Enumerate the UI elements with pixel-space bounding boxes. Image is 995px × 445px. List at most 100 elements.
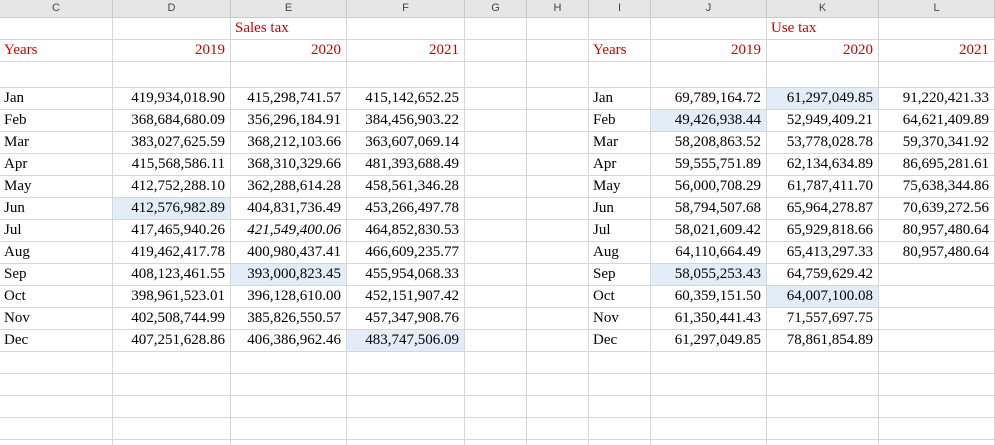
use-month-feb[interactable]: Feb <box>589 110 651 132</box>
sales-month-sep[interactable]: Sep <box>0 264 113 286</box>
use-dec-2020-cell[interactable]: 78,861,854.89 <box>767 330 879 352</box>
use-mar-2019-cell[interactable]: 58,208,863.52 <box>651 132 767 154</box>
empty-cell[interactable] <box>879 440 995 445</box>
sales-jul-2021-cell[interactable]: 464,852,830.53 <box>347 220 465 242</box>
empty-cell[interactable] <box>465 88 527 110</box>
sales-may-2019-cell[interactable]: 412,752,288.10 <box>113 176 231 198</box>
empty-cell[interactable] <box>527 374 589 396</box>
sales-sep-2020-cell[interactable]: 393,000,823.45 <box>231 264 347 286</box>
empty-cell[interactable] <box>465 396 527 418</box>
empty-cell[interactable] <box>465 110 527 132</box>
sales-mar-2021-cell[interactable]: 363,607,069.14 <box>347 132 465 154</box>
empty-cell[interactable] <box>527 396 589 418</box>
empty-cell[interactable] <box>589 352 651 374</box>
empty-cell[interactable] <box>347 62 465 88</box>
use-sep-2020-cell[interactable]: 64,759,629.42 <box>767 264 879 286</box>
use-nov-2020-cell[interactable]: 71,557,697.75 <box>767 308 879 330</box>
empty-cell[interactable] <box>231 374 347 396</box>
use-nov-2021-cell[interactable] <box>879 308 995 330</box>
use-tax-title-cell[interactable]: Use tax <box>767 18 879 40</box>
use-years-label-cell[interactable]: Years <box>589 40 651 62</box>
column-header-e[interactable]: E <box>231 0 347 18</box>
use-may-2019-cell[interactable]: 56,000,708.29 <box>651 176 767 198</box>
empty-cell[interactable] <box>0 352 113 374</box>
column-header-j[interactable]: J <box>651 0 767 18</box>
use-jul-2019-cell[interactable]: 58,021,609.42 <box>651 220 767 242</box>
empty-cell[interactable] <box>527 18 589 40</box>
empty-cell[interactable] <box>527 176 589 198</box>
empty-cell[interactable] <box>589 440 651 445</box>
use-jun-2019-cell[interactable]: 58,794,507.68 <box>651 198 767 220</box>
column-header-c[interactable]: C <box>0 0 113 18</box>
sales-month-mar[interactable]: Mar <box>0 132 113 154</box>
empty-cell[interactable] <box>527 286 589 308</box>
empty-cell[interactable] <box>465 264 527 286</box>
empty-cell[interactable] <box>527 418 589 440</box>
sales-nov-2021-cell[interactable]: 457,347,908.76 <box>347 308 465 330</box>
empty-cell[interactable] <box>231 352 347 374</box>
sales-years-label-cell[interactable]: Years <box>0 40 113 62</box>
sales-month-may[interactable]: May <box>0 176 113 198</box>
use-month-jun[interactable]: Jun <box>589 198 651 220</box>
empty-cell[interactable] <box>527 220 589 242</box>
use-year-header-2021[interactable]: 2021 <box>879 40 995 62</box>
sales-apr-2021-cell[interactable]: 481,393,688.49 <box>347 154 465 176</box>
sales-sep-2019-cell[interactable]: 408,123,461.55 <box>113 264 231 286</box>
empty-cell[interactable] <box>231 418 347 440</box>
sales-year-header-2019[interactable]: 2019 <box>113 40 231 62</box>
sales-jun-2020-cell[interactable]: 404,831,736.49 <box>231 198 347 220</box>
use-oct-2021-cell[interactable] <box>879 286 995 308</box>
empty-cell[interactable] <box>527 440 589 445</box>
empty-cell[interactable] <box>589 374 651 396</box>
use-jul-2021-cell[interactable]: 80,957,480.64 <box>879 220 995 242</box>
empty-cell[interactable] <box>651 418 767 440</box>
use-jun-2021-cell[interactable]: 70,639,272.56 <box>879 198 995 220</box>
use-month-dec[interactable]: Dec <box>589 330 651 352</box>
sales-jul-2020-cell[interactable]: 421,549,400.06 <box>231 220 347 242</box>
column-header-h[interactable]: H <box>527 0 589 18</box>
use-dec-2021-cell[interactable] <box>879 330 995 352</box>
use-may-2020-cell[interactable]: 61,787,411.70 <box>767 176 879 198</box>
empty-cell[interactable] <box>879 62 995 88</box>
empty-cell[interactable] <box>651 62 767 88</box>
empty-cell[interactable] <box>465 176 527 198</box>
empty-cell[interactable] <box>465 220 527 242</box>
empty-cell[interactable] <box>879 374 995 396</box>
empty-cell[interactable] <box>465 418 527 440</box>
empty-cell[interactable] <box>527 264 589 286</box>
empty-cell[interactable] <box>527 110 589 132</box>
empty-cell[interactable] <box>113 418 231 440</box>
use-jan-2020-cell[interactable]: 61,297,049.85 <box>767 88 879 110</box>
empty-cell[interactable] <box>113 18 231 40</box>
sales-year-header-2020[interactable]: 2020 <box>231 40 347 62</box>
empty-cell[interactable] <box>231 440 347 445</box>
empty-cell[interactable] <box>465 132 527 154</box>
use-month-apr[interactable]: Apr <box>589 154 651 176</box>
sales-apr-2019-cell[interactable]: 415,568,586.11 <box>113 154 231 176</box>
sales-year-header-2021[interactable]: 2021 <box>347 40 465 62</box>
empty-cell[interactable] <box>465 374 527 396</box>
empty-cell[interactable] <box>347 440 465 445</box>
empty-cell[interactable] <box>231 396 347 418</box>
sales-feb-2020-cell[interactable]: 356,296,184.91 <box>231 110 347 132</box>
empty-cell[interactable] <box>651 352 767 374</box>
empty-cell[interactable] <box>589 18 651 40</box>
sales-month-aug[interactable]: Aug <box>0 242 113 264</box>
empty-cell[interactable] <box>527 40 589 62</box>
empty-cell[interactable] <box>0 440 113 445</box>
empty-cell[interactable] <box>347 396 465 418</box>
use-month-aug[interactable]: Aug <box>589 242 651 264</box>
empty-cell[interactable] <box>113 396 231 418</box>
sales-nov-2020-cell[interactable]: 385,826,550.57 <box>231 308 347 330</box>
sales-jun-2019-cell[interactable]: 412,576,982.89 <box>113 198 231 220</box>
sales-feb-2021-cell[interactable]: 384,456,903.22 <box>347 110 465 132</box>
sales-aug-2020-cell[interactable]: 400,980,437.41 <box>231 242 347 264</box>
empty-cell[interactable] <box>651 18 767 40</box>
sales-tax-title-cell[interactable]: Sales tax <box>231 18 347 40</box>
sales-dec-2020-cell[interactable]: 406,386,962.46 <box>231 330 347 352</box>
use-feb-2020-cell[interactable]: 52,949,409.21 <box>767 110 879 132</box>
sales-dec-2021-cell[interactable]: 483,747,506.09 <box>347 330 465 352</box>
column-header-g[interactable]: G <box>465 0 527 18</box>
empty-cell[interactable] <box>767 440 879 445</box>
empty-cell[interactable] <box>527 88 589 110</box>
